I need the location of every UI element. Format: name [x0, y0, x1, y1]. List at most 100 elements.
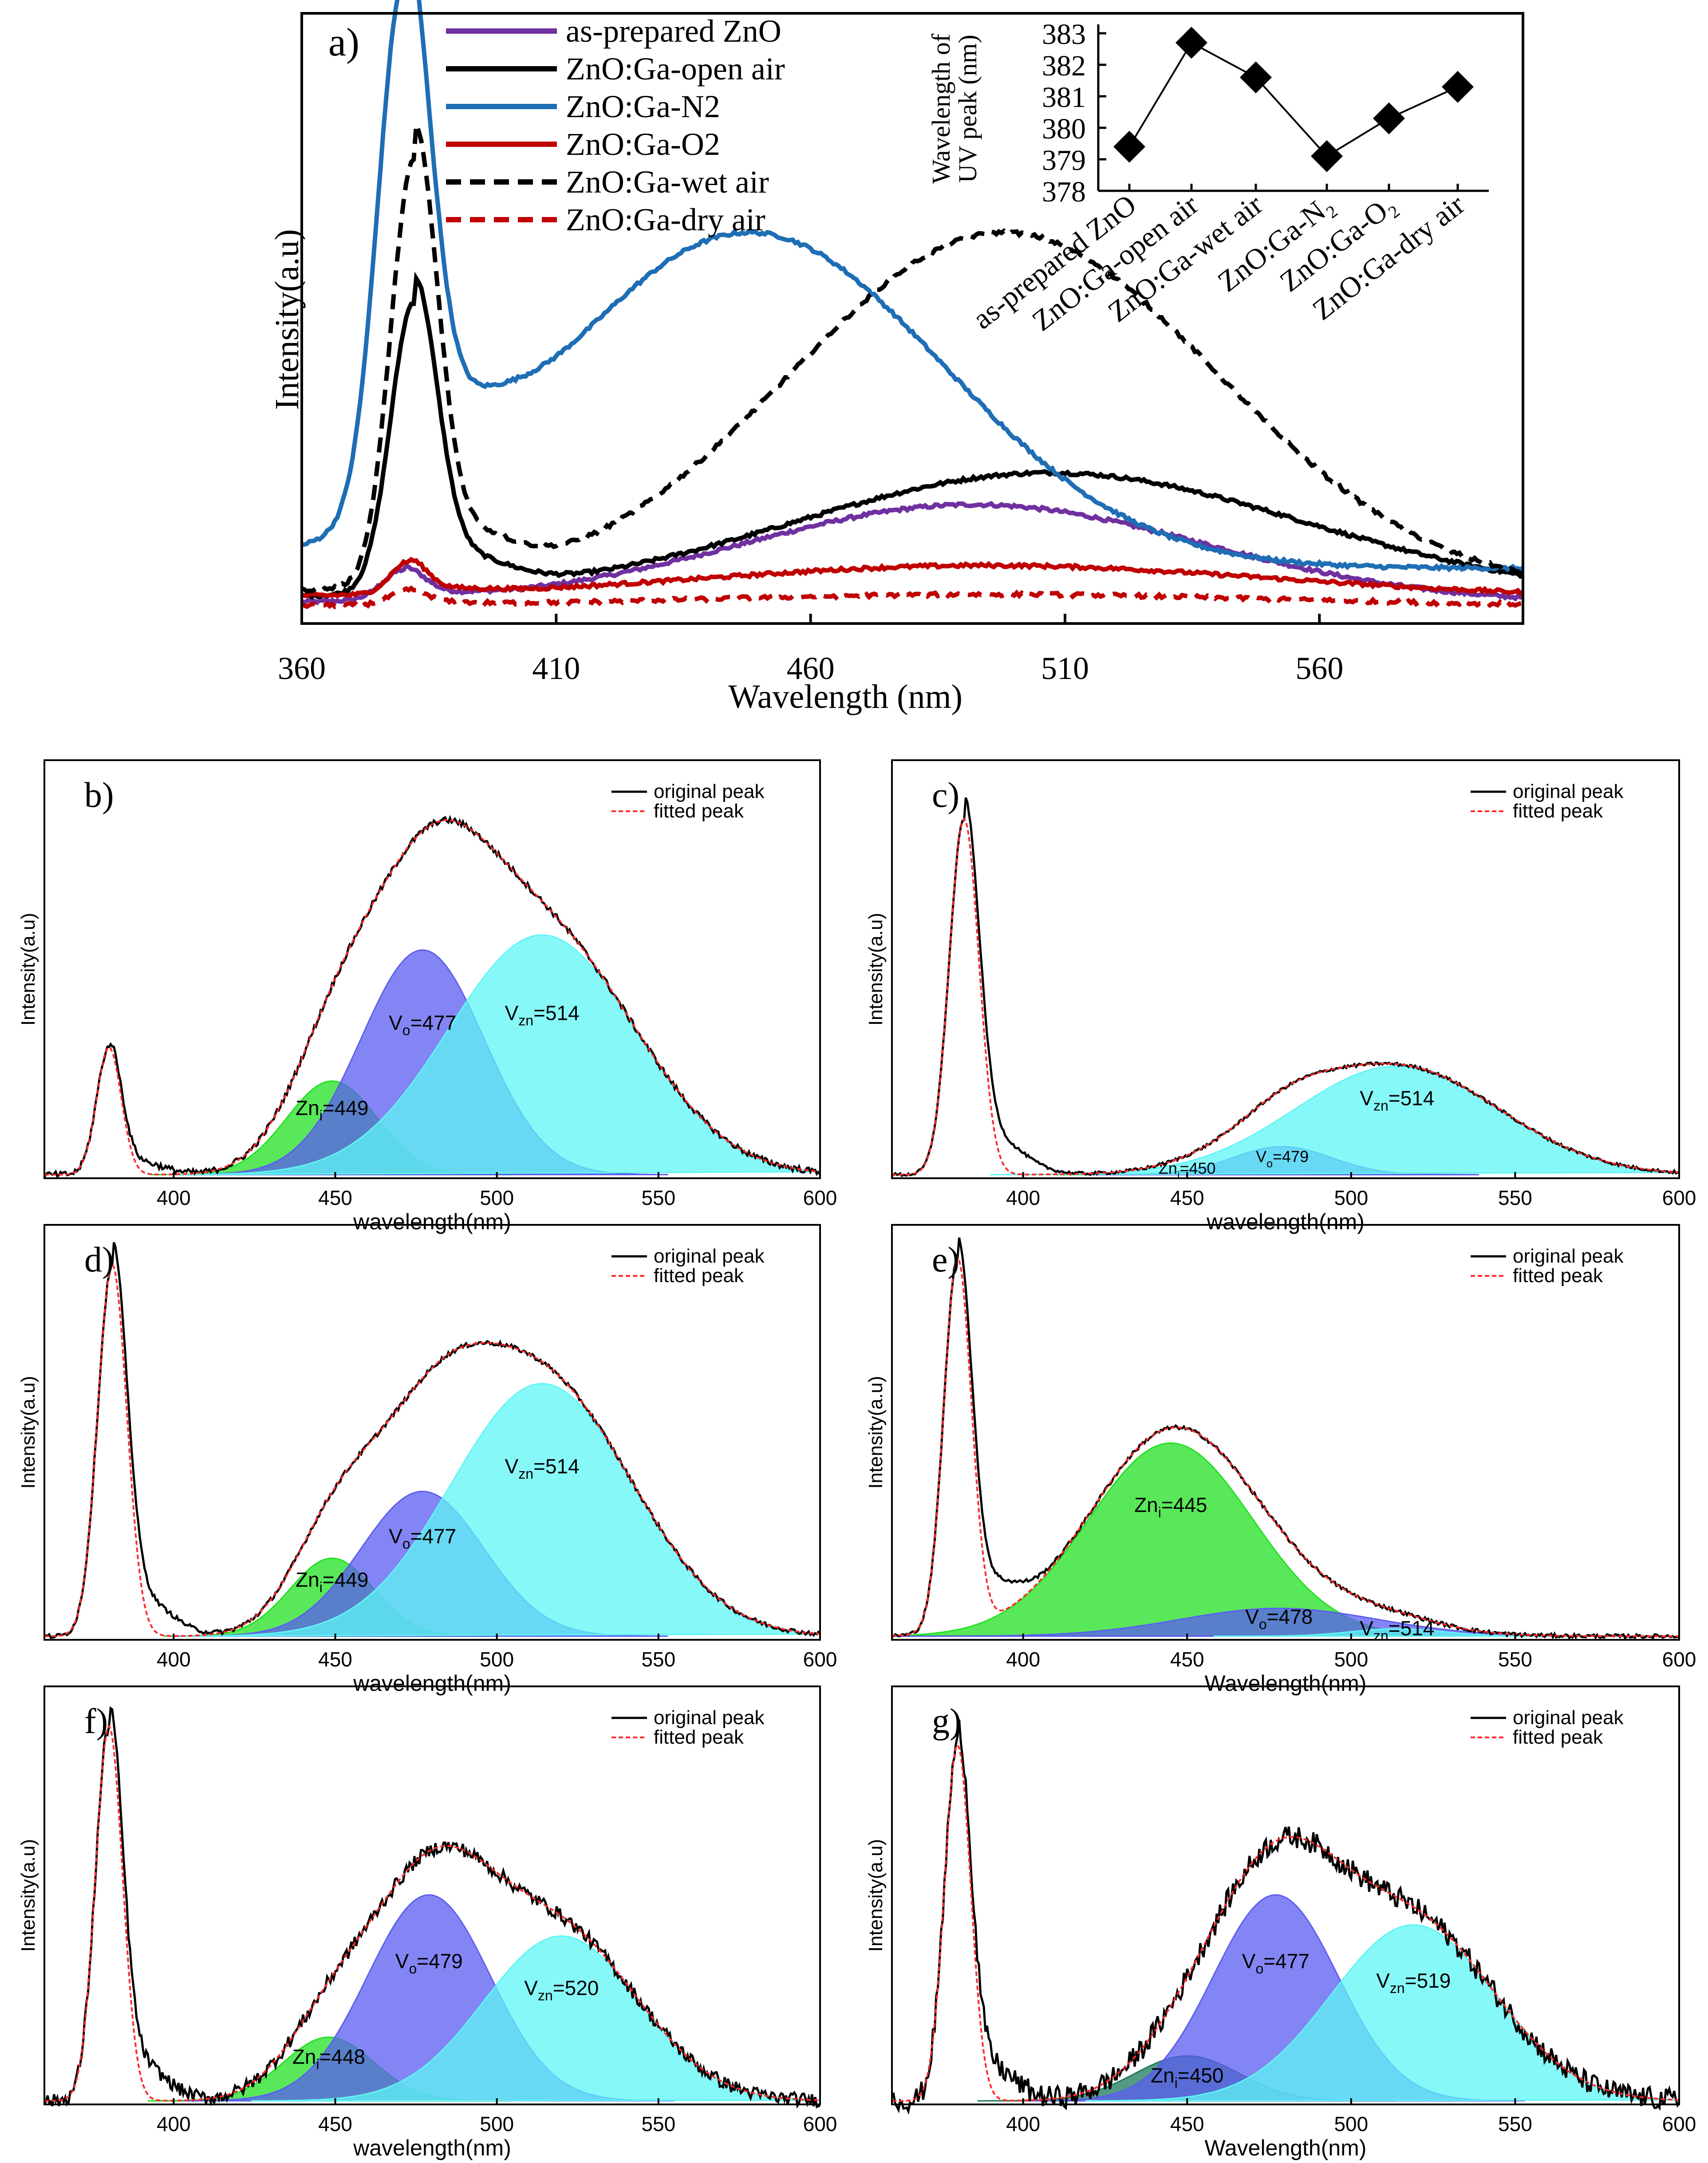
x-tick-label: 510	[1041, 651, 1089, 686]
component-label-main: Zn	[292, 2045, 316, 2068]
component-label-value: =477	[410, 1011, 457, 1034]
component-label-2: Vzn=519	[1376, 1969, 1451, 1996]
fitted-peak-line	[44, 819, 820, 1176]
x-tick-label: 450	[318, 1186, 352, 1209]
panel-b: 400 450 500 550 600 wavelength(nm) Intensity(a…	[17, 759, 837, 1234]
original-peak-line	[891, 1237, 1680, 1640]
x-tick-label: 550	[1498, 1186, 1532, 1209]
component-label-sub: i	[316, 2056, 319, 2072]
component-label-0: Zni=445	[1134, 1493, 1207, 1520]
x-tick-label: 450	[318, 1648, 352, 1671]
component-label-sub: zn	[518, 1466, 533, 1482]
x-axis-title: wavelength(nm)	[1206, 1209, 1365, 1234]
y-axis-title: Intensity(a.u)	[865, 1839, 887, 1952]
component-label-sub: o	[402, 1536, 410, 1552]
x-tick-label: 500	[480, 1648, 514, 1671]
x-tick-label: 360	[278, 651, 326, 686]
component-label-1: Vo=479	[1256, 1148, 1309, 1170]
plot-frame	[43, 1685, 821, 2105]
legend-fitted-label: fitted peak	[654, 1726, 744, 1748]
component-label-value: =479	[417, 1950, 463, 1973]
x-tick-label: 450	[1170, 1648, 1204, 1671]
inset-marker	[1175, 27, 1207, 59]
inset-y-tick-label: 381	[1042, 81, 1086, 114]
legend-fitted-label: fitted peak	[654, 1265, 744, 1287]
component-label-main: V	[389, 1525, 402, 1548]
legend-label-0: as-prepared ZnO	[566, 13, 781, 49]
legend-original-label: original peak	[1513, 1707, 1624, 1729]
x-tick-label: 500	[1334, 2112, 1368, 2135]
component-label-sub: o	[1255, 1961, 1263, 1977]
component-label-sub: i	[320, 1579, 323, 1595]
inset-marker	[1240, 61, 1272, 94]
component-label-value: =520	[553, 1976, 599, 1999]
component-label-2: Vzn=520	[524, 1976, 599, 2003]
component-label-value: =479	[1273, 1148, 1309, 1166]
x-tick-label: 400	[157, 1186, 191, 1209]
legend-label-2: ZnO:Ga-N2	[566, 89, 720, 124]
inset-marker	[1373, 102, 1405, 134]
x-tick-label: 450	[318, 2112, 352, 2135]
legend-label-5: ZnO:Ga-dry air	[566, 202, 765, 237]
component-label-value: =450	[1178, 2064, 1224, 2087]
x-tick-label: 400	[157, 1648, 191, 1671]
component-label-sub: zn	[1390, 1980, 1405, 1996]
x-tick-label: 550	[641, 1648, 675, 1671]
panel-d: 400 450 500 550 600 wavelength(nm) Intensity(a…	[17, 1224, 837, 1696]
series-line-2	[302, 0, 1525, 572]
component-label-sub: o	[409, 1961, 417, 1977]
component-label-sub: zn	[538, 1987, 553, 2003]
x-tick-label: 600	[1662, 1186, 1696, 1209]
component-label-0: Zni=449	[296, 1568, 368, 1595]
component-label-sub: zn	[1373, 1098, 1388, 1114]
x-tick-label: 550	[1498, 2112, 1532, 2135]
component-label-sub: o	[1259, 1616, 1267, 1632]
x-axis-title: Wavelength(nm)	[1205, 1671, 1367, 1696]
original-peak-line	[43, 1706, 820, 2109]
fitted-peak-line	[44, 1263, 820, 1637]
inset-y-tick-label: 383	[1042, 18, 1086, 51]
legend-fitted-label: fitted peak	[1513, 800, 1603, 822]
y-axis-title: Intensity(a.u)	[17, 1376, 39, 1488]
inset-y-title-line2: UV peak (nm)	[953, 35, 982, 183]
component-label-2: Vzn=514	[505, 1002, 580, 1029]
original-peak-line	[891, 797, 1680, 1177]
x-tick-label: 400	[1006, 1648, 1040, 1671]
legend-fitted-label: fitted peak	[1513, 1726, 1603, 1748]
x-axis-title: wavelength(nm)	[353, 1671, 511, 1696]
component-label-value: =514	[533, 1455, 580, 1478]
original-peak-line	[891, 1719, 1680, 2115]
panel-e: 400 450 500 550 600 Wavelength(nm) Intensity(a…	[865, 1224, 1696, 1696]
plot-frame	[43, 759, 821, 1179]
series-line-1	[300, 271, 1524, 600]
component-label-value: =519	[1405, 1969, 1451, 1992]
x-tick-label: 400	[157, 2112, 191, 2135]
component-label-sub: zn	[1373, 1628, 1388, 1644]
panel-f: 400 450 500 550 600 wavelength(nm) Intensity(a…	[17, 1685, 837, 2160]
component-label-main: V	[1360, 1617, 1373, 1640]
component-label-0: Zni=450	[1151, 2064, 1223, 2091]
inset-marker	[1442, 71, 1474, 103]
y-axis-title: Intensity(a.u)	[17, 913, 39, 1026]
component-label-2: Vzn=514	[1360, 1087, 1434, 1114]
legend-original-label: original peak	[1513, 1245, 1624, 1267]
component-label-0: Zni=450	[1159, 1159, 1216, 1182]
legend-label-3: ZnO:Ga-O2	[566, 126, 720, 162]
component-label-main: Zn	[1159, 1159, 1177, 1177]
plot-frame	[300, 12, 1524, 625]
component-label-sub: i	[1175, 2075, 1178, 2091]
component-label-1: Vo=478	[1245, 1605, 1313, 1632]
component-label-0: Zni=448	[292, 2045, 365, 2072]
component-label-value: =477	[1263, 1950, 1310, 1973]
inset-marker	[1113, 130, 1145, 163]
component-label-main: V	[1360, 1087, 1373, 1110]
panel-label: f)	[84, 1702, 108, 1741]
x-tick-label: 460	[787, 651, 835, 686]
x-tick-label: 500	[1334, 1648, 1368, 1671]
component-label-main: Zn	[296, 1097, 320, 1120]
panel-label: g)	[932, 1702, 962, 1741]
x-tick-label: 500	[480, 2112, 514, 2135]
inset-y-tick-label: 380	[1042, 113, 1086, 145]
component-label-value: =514	[1388, 1087, 1435, 1110]
inset-line	[1128, 41, 1458, 158]
